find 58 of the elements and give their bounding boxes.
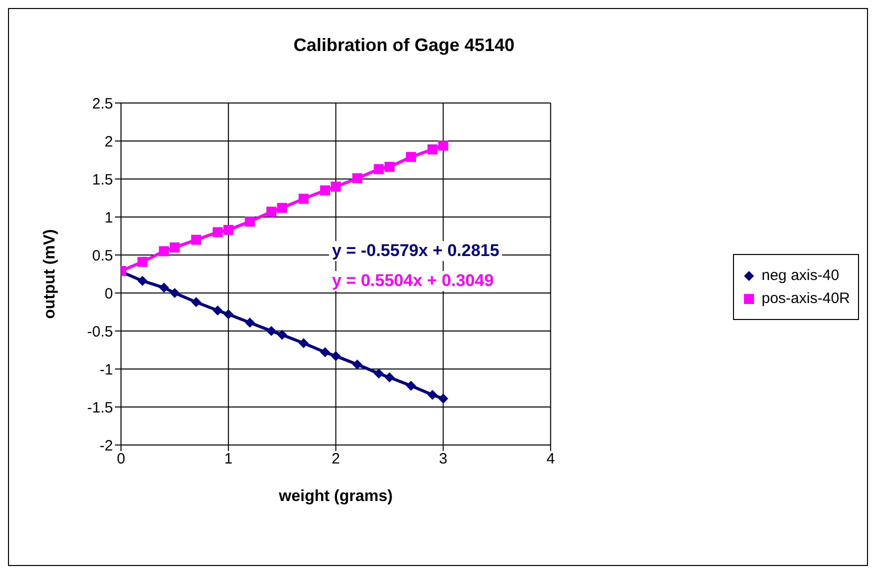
y-axis-title: output (mV) xyxy=(42,229,59,319)
point xyxy=(137,256,148,267)
point xyxy=(438,140,448,151)
x-tick-label: 3 xyxy=(439,450,448,468)
legend-label: pos-axis-40R xyxy=(762,290,850,307)
point xyxy=(223,309,234,320)
point xyxy=(191,297,202,308)
point xyxy=(427,144,438,154)
y-tick-label: 2.5 xyxy=(92,95,113,112)
y-tick-label: 1 xyxy=(104,209,113,226)
point xyxy=(223,224,234,235)
point xyxy=(170,242,180,252)
point xyxy=(298,194,309,204)
point xyxy=(277,202,288,213)
point xyxy=(244,216,255,227)
y-tick-label: 0 xyxy=(104,285,113,302)
y-tick-label: -1 xyxy=(100,361,113,378)
point xyxy=(320,347,330,358)
point xyxy=(352,173,362,184)
point xyxy=(384,372,395,382)
point xyxy=(438,394,448,404)
legend-label: neg axis-40 xyxy=(762,267,840,284)
point xyxy=(374,164,384,174)
y-tick-label: 2 xyxy=(104,133,113,150)
point xyxy=(406,380,416,391)
y-tick-label: 0.5 xyxy=(92,247,113,264)
point xyxy=(212,305,223,316)
chart-title: Calibration of Gage 45140 xyxy=(292,35,516,56)
point xyxy=(330,182,341,192)
point xyxy=(170,288,180,298)
x-tick-label: 4 xyxy=(546,450,555,468)
y-tick-label: -2 xyxy=(100,437,113,454)
point xyxy=(266,206,276,217)
y-tick-label: 1.5 xyxy=(92,171,113,188)
point xyxy=(406,152,416,162)
annotation: y = 0.5504x + 0.3049 xyxy=(329,271,497,291)
point xyxy=(158,246,169,256)
x-axis-title: weight (grams) xyxy=(278,488,393,505)
y-tick-label: -0.5 xyxy=(87,323,113,340)
point xyxy=(191,234,202,245)
point xyxy=(244,318,255,328)
point xyxy=(212,227,223,238)
point xyxy=(352,359,362,370)
x-tick-label: 1 xyxy=(224,450,233,468)
x-tick-label: 0 xyxy=(116,450,126,468)
point xyxy=(277,330,288,340)
point xyxy=(298,338,309,348)
point xyxy=(384,162,395,172)
point xyxy=(374,368,384,379)
point xyxy=(427,390,438,400)
x-tick-label: 2 xyxy=(332,450,340,468)
annotation: y = -0.5579x + 0.2815 xyxy=(329,241,502,261)
point xyxy=(330,351,341,362)
point xyxy=(158,282,169,293)
y-tick-label: -1.5 xyxy=(87,399,113,416)
point xyxy=(266,326,276,336)
point xyxy=(320,185,330,196)
point xyxy=(137,276,148,286)
